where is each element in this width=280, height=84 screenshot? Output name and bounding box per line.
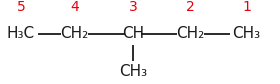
Text: CH₃: CH₃	[119, 64, 147, 79]
Text: 5: 5	[17, 0, 25, 14]
Text: CH₂: CH₂	[176, 26, 204, 41]
Text: CH: CH	[122, 26, 144, 41]
Text: CH₂: CH₂	[60, 26, 88, 41]
Text: CH₃: CH₃	[232, 26, 260, 41]
Text: 3: 3	[129, 0, 137, 14]
Text: 2: 2	[186, 0, 195, 14]
Text: 1: 1	[242, 0, 251, 14]
Text: H₃C: H₃C	[7, 26, 35, 41]
Text: 4: 4	[70, 0, 79, 14]
